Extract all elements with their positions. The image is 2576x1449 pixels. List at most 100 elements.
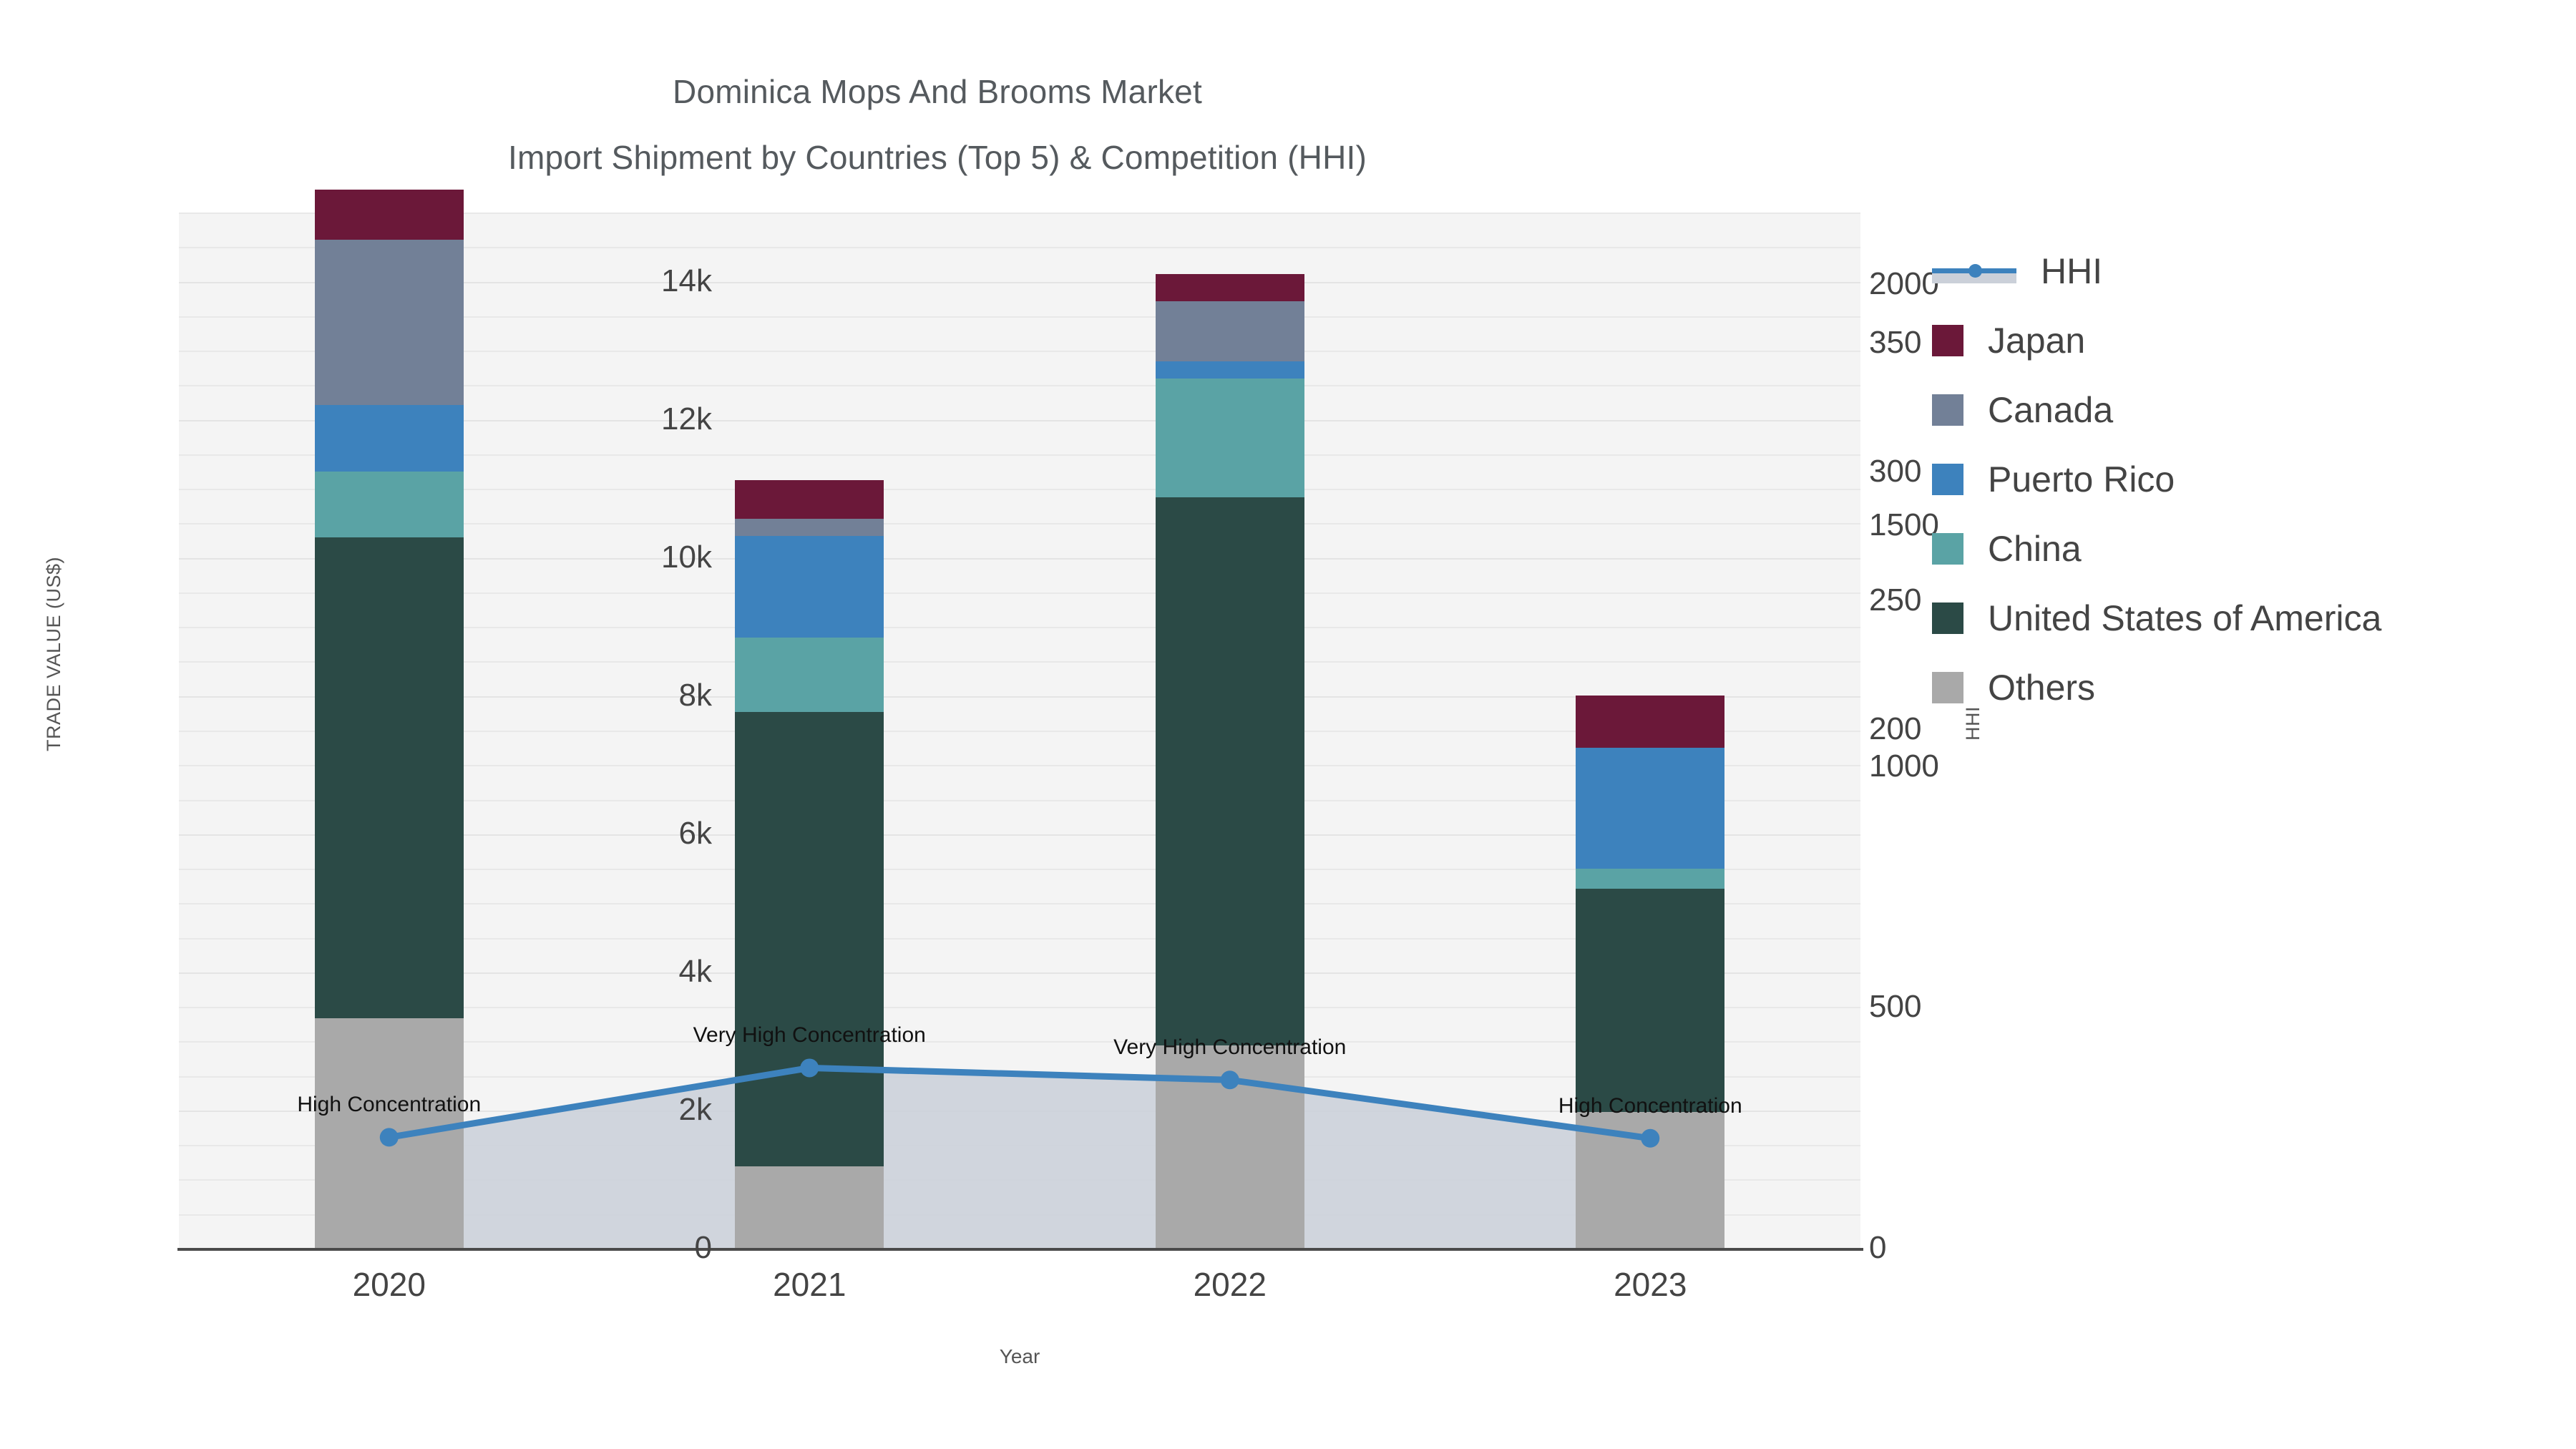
x-axis-tick-label[interactable]: 2023 xyxy=(1614,1266,1687,1303)
y-axis-left-tick-label: 6k xyxy=(678,815,712,851)
gridline xyxy=(179,937,1860,940)
gridline xyxy=(179,1007,1860,1009)
hhi-annotation-label: High Concentration xyxy=(1558,1093,1742,1118)
bar-segment[interactable] xyxy=(1576,748,1725,869)
legend-item[interactable]: China xyxy=(1932,514,2562,583)
gridline xyxy=(179,523,1860,525)
y-axis-left-tick-label: 10k xyxy=(661,539,712,575)
gridline xyxy=(179,799,1860,801)
gridline xyxy=(179,661,1860,663)
legend-label: China xyxy=(1988,528,2082,569)
y-axis-left-title: TRADE VALUE (US$) xyxy=(43,556,64,751)
gridline xyxy=(179,213,1860,214)
gridline xyxy=(179,351,1860,353)
y-axis-right-tick-label: 0 xyxy=(1869,1230,1887,1265)
gridline xyxy=(179,247,1860,249)
hhi-annotation-label: High Concentration xyxy=(297,1093,482,1117)
y-axis-right-tick-label: 2000 xyxy=(1869,266,1939,302)
gridline xyxy=(179,419,1860,421)
bar-segment[interactable] xyxy=(735,518,884,536)
gridline xyxy=(179,281,1860,283)
bar-segment[interactable] xyxy=(1155,361,1304,379)
bar-segment[interactable] xyxy=(1576,869,1725,889)
gridline xyxy=(179,903,1860,905)
gridline xyxy=(179,869,1860,871)
gridline xyxy=(179,316,1860,318)
y-axis-right-secondary-tick-label: 300 xyxy=(1869,454,1922,489)
legend-label: Canada xyxy=(1988,389,2114,430)
bar-segment[interactable] xyxy=(314,472,464,537)
legend-color-swatch xyxy=(1932,463,1963,495)
gridline xyxy=(179,696,1860,698)
legend-color-swatch xyxy=(1932,394,1963,426)
y-axis-right-tick-label: 1500 xyxy=(1869,507,1939,542)
bar-segment[interactable] xyxy=(735,637,884,712)
legend-label: United States of America xyxy=(1988,597,2382,638)
legend-item[interactable]: Puerto Rico xyxy=(1932,444,2562,514)
gridline xyxy=(179,627,1860,629)
bar-segment[interactable] xyxy=(314,405,464,472)
bar-segment[interactable] xyxy=(1576,889,1725,1112)
legend-label: Japan xyxy=(1988,320,2086,361)
hhi-annotation-label: Very High Concentration xyxy=(1113,1035,1347,1060)
hhi-line-icon xyxy=(1932,255,2016,287)
y-axis-right-secondary-tick-label: 250 xyxy=(1869,582,1922,618)
legend-item[interactable]: Japan xyxy=(1932,306,2562,375)
plot-area: High Concentration Very High Concentratio… xyxy=(179,190,1860,1250)
bar-segment[interactable] xyxy=(1155,497,1304,1046)
y-axis-right-secondary-tick-label: 350 xyxy=(1869,325,1922,360)
y-axis-left-tick-label: 2k xyxy=(678,1091,712,1127)
chart-subtitle: Import Shipment by Countries (Top 5) & C… xyxy=(508,139,1367,176)
bar-segment[interactable] xyxy=(1576,1111,1725,1249)
y-axis-left-tick-label: 14k xyxy=(661,263,712,298)
bar-segment[interactable] xyxy=(314,239,464,406)
gridline xyxy=(179,765,1860,767)
gridline xyxy=(179,592,1860,594)
bar-segment[interactable] xyxy=(314,1018,464,1249)
bar-segment[interactable] xyxy=(1155,378,1304,497)
gridline xyxy=(179,972,1860,974)
bar-segment[interactable] xyxy=(1576,695,1725,748)
bar-segment[interactable] xyxy=(314,190,464,240)
legend-item-hhi[interactable]: HHI xyxy=(1932,236,2562,306)
x-axis-tick-label[interactable]: 2021 xyxy=(773,1266,847,1303)
chart-title: Dominica Mops And Brooms Market xyxy=(673,73,1202,110)
gridline xyxy=(179,834,1860,836)
bar-segment[interactable] xyxy=(735,479,884,519)
y-axis-left-tick-label: 0 xyxy=(694,1230,712,1265)
bar-segment[interactable] xyxy=(314,537,464,1018)
gridline xyxy=(179,489,1860,491)
chart-title-block: Dominica Mops And Brooms Market Import S… xyxy=(0,59,1875,190)
legend-item[interactable]: Others xyxy=(1932,653,2562,722)
x-axis-title: Year xyxy=(999,1345,1040,1367)
legend-item[interactable]: United States of America xyxy=(1932,583,2562,653)
bar-segment[interactable] xyxy=(1155,1045,1304,1249)
y-axis-right-tick-label: 500 xyxy=(1869,989,1922,1025)
x-axis-tick-label[interactable]: 2020 xyxy=(352,1266,426,1303)
bar-segment[interactable] xyxy=(1155,301,1304,361)
gridline xyxy=(179,731,1860,732)
legend-label: Puerto Rico xyxy=(1988,459,2175,499)
x-axis-tick-label[interactable]: 2022 xyxy=(1193,1266,1267,1303)
bar-segment[interactable] xyxy=(735,535,884,638)
hhi-annotation-label: Very High Concentration xyxy=(693,1023,926,1048)
y-axis-right-secondary-tick-label: 200 xyxy=(1869,711,1922,746)
y-axis-right-tick-label: 1000 xyxy=(1869,748,1939,784)
bar-segment[interactable] xyxy=(735,711,884,1167)
bar-segment[interactable] xyxy=(735,1166,884,1249)
legend-color-swatch xyxy=(1932,324,1963,356)
bar-segment[interactable] xyxy=(1155,273,1304,301)
y-axis-left-tick-label: 4k xyxy=(678,953,712,989)
legend-color-swatch xyxy=(1932,671,1963,703)
legend-color-swatch xyxy=(1932,602,1963,634)
gridline xyxy=(179,557,1860,560)
legend-color-swatch xyxy=(1932,532,1963,565)
x-axis-line xyxy=(177,1248,1863,1251)
gridline xyxy=(179,385,1860,387)
legend-label: Others xyxy=(1988,667,2096,708)
y-axis-left-tick-label: 8k xyxy=(678,677,712,713)
legend: HHI Japan Canada Puerto Rico China United Sta… xyxy=(1932,236,2562,722)
legend-item[interactable]: Canada xyxy=(1932,375,2562,444)
gridline xyxy=(179,1041,1860,1043)
